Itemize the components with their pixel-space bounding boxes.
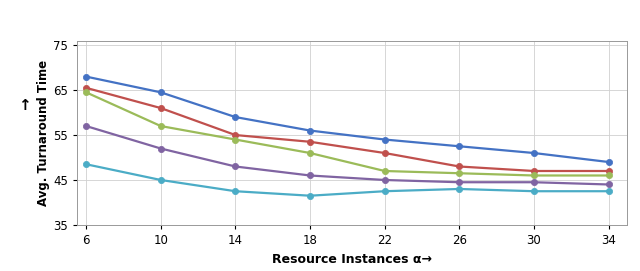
DFRR: [530, 190, 538, 193]
DFRR: [605, 190, 612, 193]
Line: DFRR: DFRR: [83, 161, 612, 199]
DFRR: [306, 194, 314, 197]
TRA: [232, 133, 239, 137]
TNRR: [605, 174, 612, 177]
Y-axis label: Avg. Turnaround Time: Avg. Turnaround Time: [37, 60, 50, 206]
BA: [381, 138, 388, 141]
ETRR: [306, 174, 314, 177]
TRA: [605, 169, 612, 173]
TNRR: [456, 172, 463, 175]
DFRR: [456, 187, 463, 191]
TRA: [456, 165, 463, 168]
TRA: [83, 86, 90, 89]
DFRR: [83, 163, 90, 166]
ETRR: [232, 165, 239, 168]
TRA: [381, 151, 388, 155]
BA: [83, 75, 90, 78]
DFRR: [157, 178, 164, 182]
TNRR: [157, 124, 164, 128]
X-axis label: Resource Instances α→: Resource Instances α→: [272, 253, 432, 266]
ETRR: [605, 183, 612, 186]
TRA: [530, 169, 538, 173]
ETRR: [530, 180, 538, 184]
ETRR: [157, 147, 164, 150]
BA: [530, 151, 538, 155]
ETRR: [381, 178, 388, 182]
BA: [605, 160, 612, 164]
BA: [232, 115, 239, 119]
TNRR: [530, 174, 538, 177]
TRA: [306, 140, 314, 143]
Text: ↑: ↑: [18, 98, 31, 113]
BA: [456, 145, 463, 148]
TNRR: [83, 91, 90, 94]
TNRR: [381, 169, 388, 173]
TRA: [157, 107, 164, 110]
DFRR: [381, 190, 388, 193]
Line: ETRR: ETRR: [83, 123, 612, 188]
ETRR: [83, 124, 90, 128]
Line: BA: BA: [83, 73, 612, 165]
Line: TRA: TRA: [83, 85, 612, 174]
BA: [306, 129, 314, 132]
Line: TNRR: TNRR: [83, 89, 612, 179]
BA: [157, 91, 164, 94]
TNRR: [232, 138, 239, 141]
DFRR: [232, 190, 239, 193]
ETRR: [456, 180, 463, 184]
TNRR: [306, 151, 314, 155]
